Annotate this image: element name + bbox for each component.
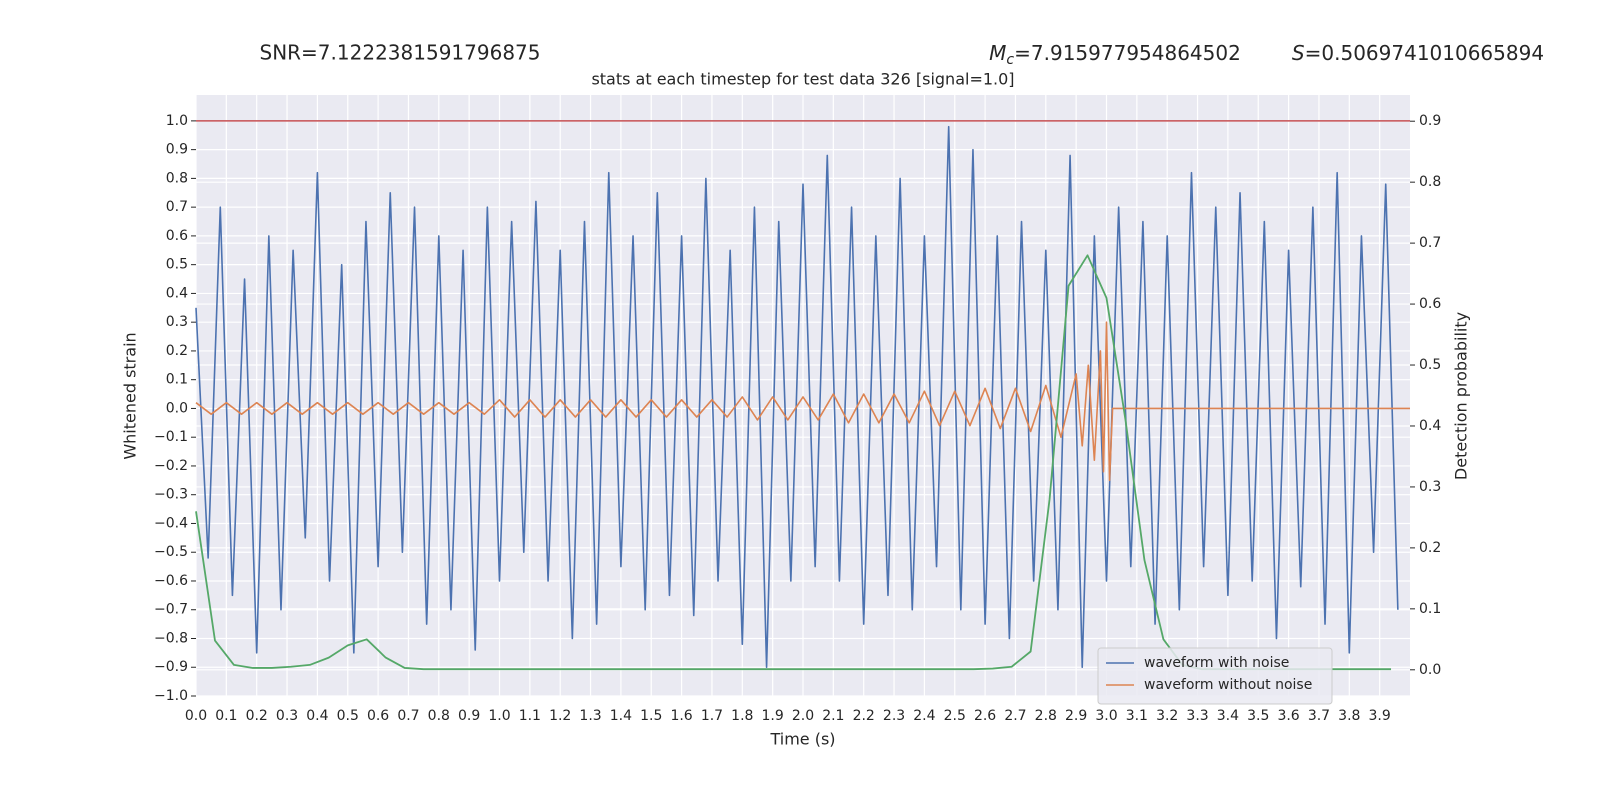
x-tick-label: 3.9 (1369, 708, 1391, 724)
x-tick-label: 3.4 (1217, 708, 1239, 724)
annotation: SNR=7.1222381591796875 (260, 41, 541, 65)
x-tick-label: 3.0 (1095, 708, 1117, 724)
x-tick-label: 0.3 (276, 708, 298, 724)
y-tick-label: −0.5 (154, 544, 188, 560)
x-tick-label: 1.7 (701, 708, 723, 724)
x-tick-label: 0.5 (337, 708, 359, 724)
legend-label: waveform with noise (1144, 655, 1289, 671)
legend-box (1097, 647, 1333, 705)
y2-tick-label: 0.5 (1419, 357, 1441, 373)
annotation-text: =7.915977954864502 (1014, 41, 1241, 65)
x-tick-label: 0.9 (458, 708, 480, 724)
y-tick-label: 0.5 (166, 257, 188, 273)
x-axis-label: Time (s) (769, 730, 835, 749)
y2-tick-label: 0.2 (1419, 540, 1441, 556)
x-tick-label: 0.0 (185, 708, 207, 724)
y2-tick-label: 0.8 (1419, 174, 1441, 190)
legend: waveform with noise waveform without nois… (1097, 647, 1333, 705)
x-tick-label: 2.6 (974, 708, 996, 724)
y2-axis-label: Detection probability (1452, 312, 1471, 480)
y-tick-label: −0.4 (154, 515, 188, 531)
x-tick-label: 0.7 (397, 708, 419, 724)
y2-tick-label: 0.6 (1419, 296, 1441, 312)
y-tick-label: −0.1 (154, 429, 188, 445)
annotation-symbol: S (1292, 41, 1305, 65)
x-tick-label: 3.2 (1156, 708, 1178, 724)
annotation-subscript: c (1006, 52, 1014, 68)
annotation-symbol: M (989, 41, 1006, 65)
x-tick-label: 1.5 (640, 708, 662, 724)
x-tick-label: 1.6 (670, 708, 692, 724)
y-tick-label: 0.2 (166, 343, 188, 359)
x-tick-label: 0.1 (215, 708, 237, 724)
y-tick-label: 0.3 (166, 314, 188, 330)
y2-tick-label: 0.1 (1419, 601, 1441, 617)
y2-tick-label: 0.9 (1419, 113, 1441, 129)
y-tick-label: 1.0 (166, 113, 188, 129)
x-tick-label: 3.3 (1186, 708, 1208, 724)
y-tick-label: 0.7 (166, 199, 188, 215)
x-tick-label: 3.7 (1308, 708, 1330, 724)
x-tick-label: 0.8 (428, 708, 450, 724)
x-tick-label: 1.2 (549, 708, 571, 724)
y-tick-label: −0.9 (154, 659, 188, 675)
y-tick-label: 0.6 (166, 228, 188, 244)
x-tick-label: 2.8 (1035, 708, 1057, 724)
y-axis-label: Whitened strain (121, 332, 140, 459)
series-line (195, 321, 1410, 482)
annotation-text: =0.5069741010665894 (1305, 41, 1544, 65)
annotation: S=0.5069741010665894 (1292, 41, 1544, 65)
x-tick-label: 2.1 (822, 708, 844, 724)
y-tick-label: −0.7 (154, 602, 188, 618)
y-tick-label: 0.0 (166, 400, 188, 416)
x-tick-label: 0.2 (246, 708, 268, 724)
x-tick-label: 2.4 (913, 708, 935, 724)
x-tick-label: 3.8 (1338, 708, 1360, 724)
x-tick-label: 3.1 (1126, 708, 1148, 724)
x-tick-label: 1.1 (519, 708, 541, 724)
y-tick-label: 0.9 (166, 142, 188, 158)
x-tick-label: 2.0 (792, 708, 814, 724)
x-tick-label: 0.6 (367, 708, 389, 724)
x-tick-label: 1.9 (762, 708, 784, 724)
y2-tick-label: 0.3 (1419, 479, 1441, 495)
x-tick-label: 2.2 (853, 708, 875, 724)
y-tick-label: −0.6 (154, 573, 188, 589)
y2-tick-label: 0.4 (1419, 418, 1441, 434)
x-tick-label: 3.6 (1277, 708, 1299, 724)
x-tick-label: 3.5 (1247, 708, 1269, 724)
y-tick-label: −0.3 (154, 487, 188, 503)
y2-tick-label: 0.7 (1419, 235, 1441, 251)
y-tick-label: −1.0 (154, 688, 188, 704)
x-tick-label: 1.4 (610, 708, 632, 724)
y-tick-label: 0.1 (166, 372, 188, 388)
chart-title: stats at each timestep for test data 326… (591, 70, 1014, 89)
x-tick-label: 2.5 (944, 708, 966, 724)
x-tick-label: 1.8 (731, 708, 753, 724)
annotation: Mc=7.915977954864502 (989, 41, 1241, 69)
x-tick-label: 1.0 (488, 708, 510, 724)
y-tick-label: −0.8 (154, 630, 188, 646)
y2-tick-label: 0.0 (1419, 662, 1441, 678)
series-line (195, 125, 1399, 669)
x-tick-label: 2.9 (1065, 708, 1087, 724)
x-tick-label: 1.3 (579, 708, 601, 724)
y-tick-label: 0.4 (166, 285, 188, 301)
x-tick-label: 2.7 (1004, 708, 1026, 724)
legend-label: waveform without noise (1144, 677, 1312, 693)
x-tick-label: 0.4 (306, 708, 328, 724)
y-tick-label: −0.2 (154, 458, 188, 474)
y-tick-label: 0.8 (166, 170, 188, 186)
x-tick-label: 2.3 (883, 708, 905, 724)
